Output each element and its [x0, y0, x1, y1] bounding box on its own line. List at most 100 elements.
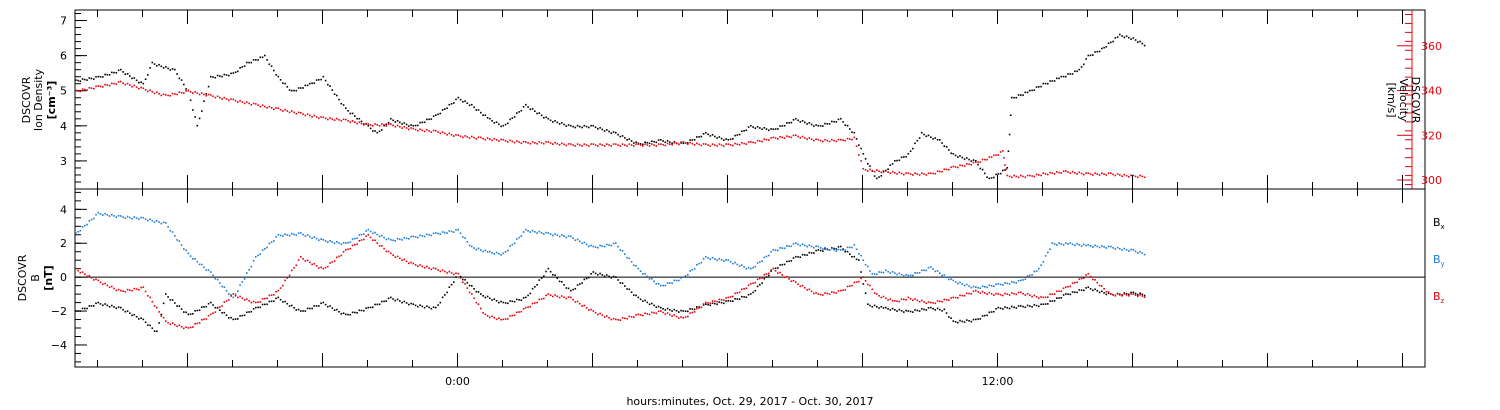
velocity-point [1065, 170, 1067, 172]
velocity-point [489, 138, 491, 140]
by-point [171, 231, 174, 233]
velocity-point [430, 131, 433, 133]
bx-point [972, 318, 975, 321]
density-point [556, 121, 559, 124]
bz-point [810, 290, 813, 293]
bz-point [756, 278, 759, 281]
by-point [428, 234, 430, 236]
density-point [484, 114, 487, 116]
bx-point [682, 310, 685, 312]
by-point [522, 231, 525, 233]
bz-point [583, 304, 586, 307]
bz-point [372, 239, 374, 241]
velocity-point [1035, 173, 1038, 176]
density-point [806, 123, 808, 125]
by-point [351, 238, 354, 240]
bz-point [275, 291, 277, 293]
bz-point [558, 296, 561, 299]
density-point [1071, 73, 1074, 75]
bz-point [707, 302, 709, 304]
bz-point [441, 269, 444, 271]
bx-point [198, 309, 201, 311]
bx-point [502, 301, 505, 304]
by-point [858, 253, 860, 255]
density-point [700, 135, 703, 138]
velocity-point [621, 143, 624, 145]
bz-point [1022, 292, 1024, 295]
bx-point [536, 284, 538, 286]
bx-point [475, 290, 478, 293]
by-point [610, 244, 613, 247]
velocity-point [723, 145, 725, 147]
bx-point [984, 314, 986, 317]
velocity-point [453, 135, 455, 137]
bx-point [693, 308, 696, 311]
velocity-point [750, 141, 752, 143]
velocity-point [183, 92, 185, 94]
bz-point [241, 297, 244, 300]
by-point [158, 221, 160, 223]
by-point [493, 253, 496, 255]
by-point [804, 244, 806, 247]
bx-point [608, 275, 610, 278]
by-point [331, 241, 334, 243]
bx-point [1015, 307, 1018, 309]
velocity-point [432, 129, 435, 132]
density-point [817, 124, 820, 127]
density-point [534, 110, 536, 112]
density-point [268, 63, 271, 66]
by-point [129, 216, 131, 219]
bz-point [783, 276, 786, 278]
by-point [1031, 274, 1033, 276]
bx-point [448, 286, 451, 288]
velocity-point [1096, 173, 1099, 175]
density-point [129, 75, 131, 77]
bx-point [261, 303, 264, 306]
density-point [133, 77, 136, 79]
by-point [561, 234, 563, 236]
density-point [520, 109, 523, 112]
bx-point [196, 309, 199, 312]
bz-point [738, 291, 741, 294]
bx-point [950, 317, 952, 319]
bx-point [356, 312, 358, 314]
density-point [862, 153, 865, 155]
velocity-point [446, 134, 448, 136]
bx-point [203, 306, 205, 308]
velocity-point [795, 134, 797, 136]
bz-point [747, 284, 750, 286]
bz-point [525, 306, 527, 309]
bottom-left-ylabel-line1: DSCOVR [16, 254, 29, 301]
velocity-point [207, 93, 210, 96]
bx-point [126, 310, 129, 312]
by-point [160, 222, 163, 225]
velocity-point [930, 172, 932, 174]
bx-point [102, 304, 104, 307]
bz-point [711, 300, 714, 302]
velocity-point [392, 124, 394, 127]
velocity-point [527, 142, 529, 144]
bz-point [1080, 277, 1083, 280]
bx-point [1029, 305, 1031, 307]
by-point [792, 243, 795, 245]
bz-point [894, 300, 896, 302]
velocity-point [129, 84, 131, 86]
velocity-point [219, 96, 221, 99]
bz-point [250, 301, 253, 304]
bz-point [1017, 291, 1020, 294]
velocity-point [1105, 174, 1108, 176]
bx-point [675, 310, 678, 312]
velocity-point [156, 91, 158, 93]
bz-point [878, 295, 880, 297]
bx-point [855, 258, 858, 261]
density-point [126, 73, 129, 75]
by-point [300, 232, 302, 234]
bz-point [387, 250, 390, 253]
bz-point [189, 326, 192, 329]
bx-point [997, 306, 1000, 309]
density-point [531, 108, 534, 110]
density-point [864, 158, 867, 160]
by-point [1060, 243, 1063, 245]
by-point [77, 231, 79, 233]
by-point [340, 243, 343, 246]
